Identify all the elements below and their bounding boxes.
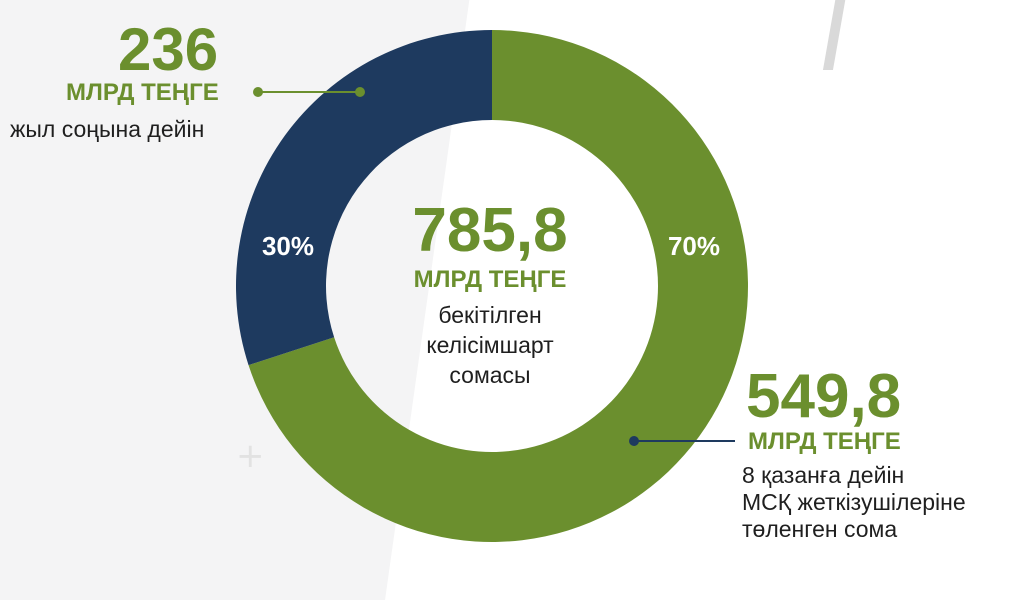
donut-chart: 30% 70%: [235, 30, 748, 542]
right-callout-value: 549,8: [746, 362, 902, 431]
left-callout-end-dot: [355, 87, 365, 97]
right-callout-value-wrap: 549,8: [746, 366, 901, 428]
center-unit: МЛРД ТЕҢГЕ: [413, 266, 567, 293]
center-total-value: 785,8: [412, 196, 568, 265]
center-description-line: бекітілген: [438, 302, 542, 328]
left-callout-description: жыл соңына дейін: [10, 116, 205, 142]
donut-slice-30: [235, 30, 492, 366]
right-callout-dot: [629, 436, 639, 446]
right-description-line: 8 қазанға дейін: [742, 462, 905, 488]
left-callout-value: 236: [118, 16, 219, 83]
left-callout-unit: МЛРД ТЕҢГЕ: [66, 79, 219, 106]
right-callout-unit: МЛРД ТЕҢГЕ: [748, 428, 901, 455]
center-block: 785,8 МЛРД ТЕҢГЕ бекітілген келісімшарт …: [340, 200, 640, 390]
slice-label-70: 70%: [668, 231, 720, 261]
right-description-line: төленген сома: [742, 516, 898, 542]
background-plus-decor: +: [236, 436, 265, 476]
left-callout-dot: [253, 87, 263, 97]
right-callout-description: 8 қазанға дейін МСҚ жеткізушілеріне төле…: [742, 462, 966, 543]
right-description-line: МСҚ жеткізушілеріне: [742, 489, 966, 515]
center-description-line: келісімшарт: [426, 332, 554, 358]
slice-label-30: 30%: [262, 231, 314, 261]
donut-slice-70: [248, 30, 748, 542]
left-callout-value-wrap: 236: [118, 20, 218, 80]
center-description-line: сомасы: [449, 362, 531, 388]
